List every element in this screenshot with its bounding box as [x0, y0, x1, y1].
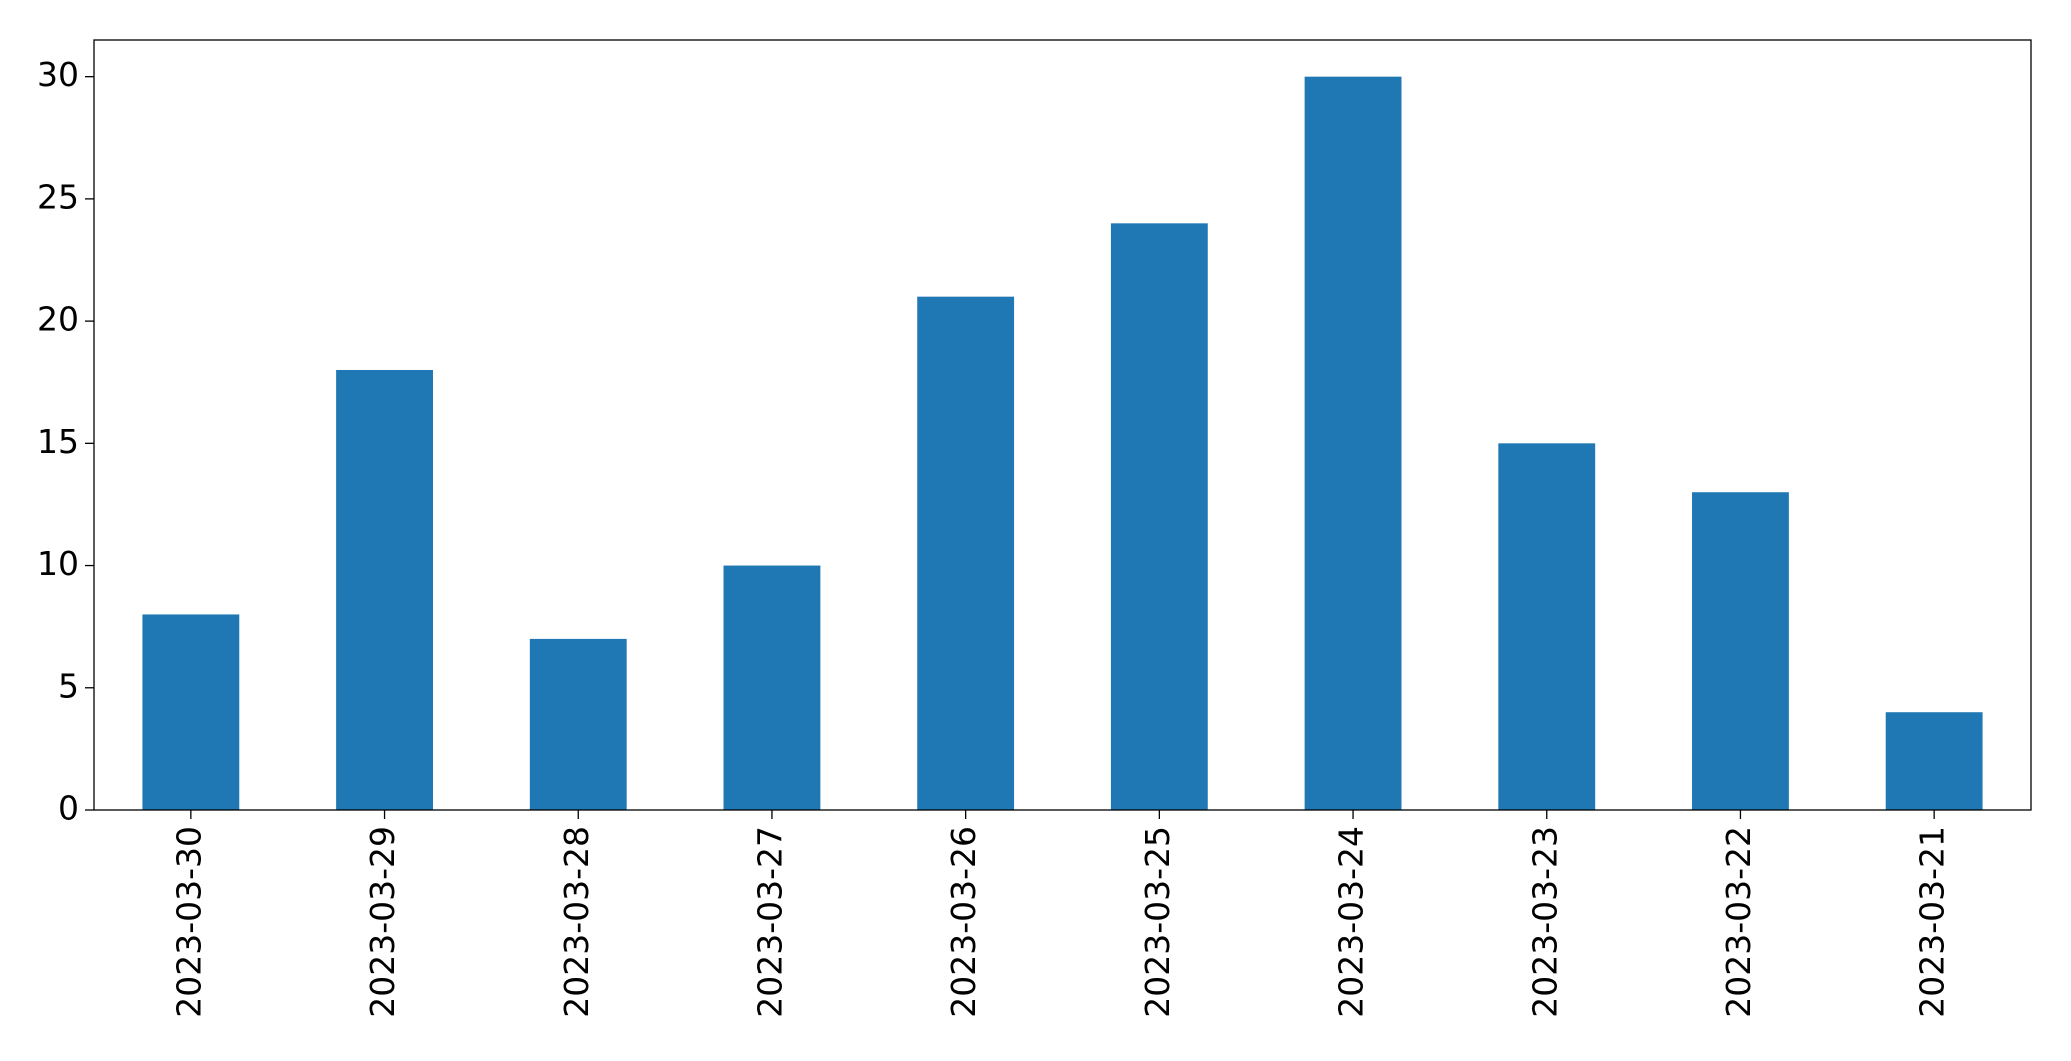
- x-tick-label: 2023-03-22: [1719, 826, 1758, 1018]
- bar: [723, 565, 821, 810]
- x-tick-label: 2023-03-23: [1525, 826, 1564, 1018]
- y-tick-label: 5: [58, 666, 79, 705]
- bar: [1304, 76, 1402, 810]
- y-tick-label: 15: [37, 422, 79, 461]
- x-tick-label: 2023-03-27: [750, 826, 789, 1018]
- x-tick-label: 2023-03-26: [944, 826, 983, 1018]
- bar: [529, 638, 627, 810]
- y-tick-label: 0: [58, 789, 79, 828]
- bar: [917, 296, 1015, 811]
- y-tick-label: 30: [37, 55, 79, 94]
- plot-frame: [93, 39, 2032, 811]
- bar: [1885, 712, 1983, 810]
- y-tick-label: 10: [37, 544, 79, 583]
- x-tick-label: 2023-03-24: [1332, 826, 1371, 1018]
- x-tick-label: 2023-03-30: [169, 826, 208, 1018]
- bar: [1110, 223, 1208, 811]
- x-tick-label: 2023-03-29: [363, 826, 402, 1018]
- bar: [142, 614, 240, 810]
- x-tick-label: 2023-03-21: [1913, 826, 1952, 1018]
- x-tick-label: 2023-03-25: [1138, 826, 1177, 1018]
- bar: [1498, 443, 1596, 810]
- bar: [1692, 492, 1789, 810]
- x-tick-label: 2023-03-28: [557, 826, 596, 1018]
- y-tick-label: 20: [37, 300, 79, 339]
- y-tick-label: 25: [37, 177, 79, 216]
- bar: [336, 370, 433, 810]
